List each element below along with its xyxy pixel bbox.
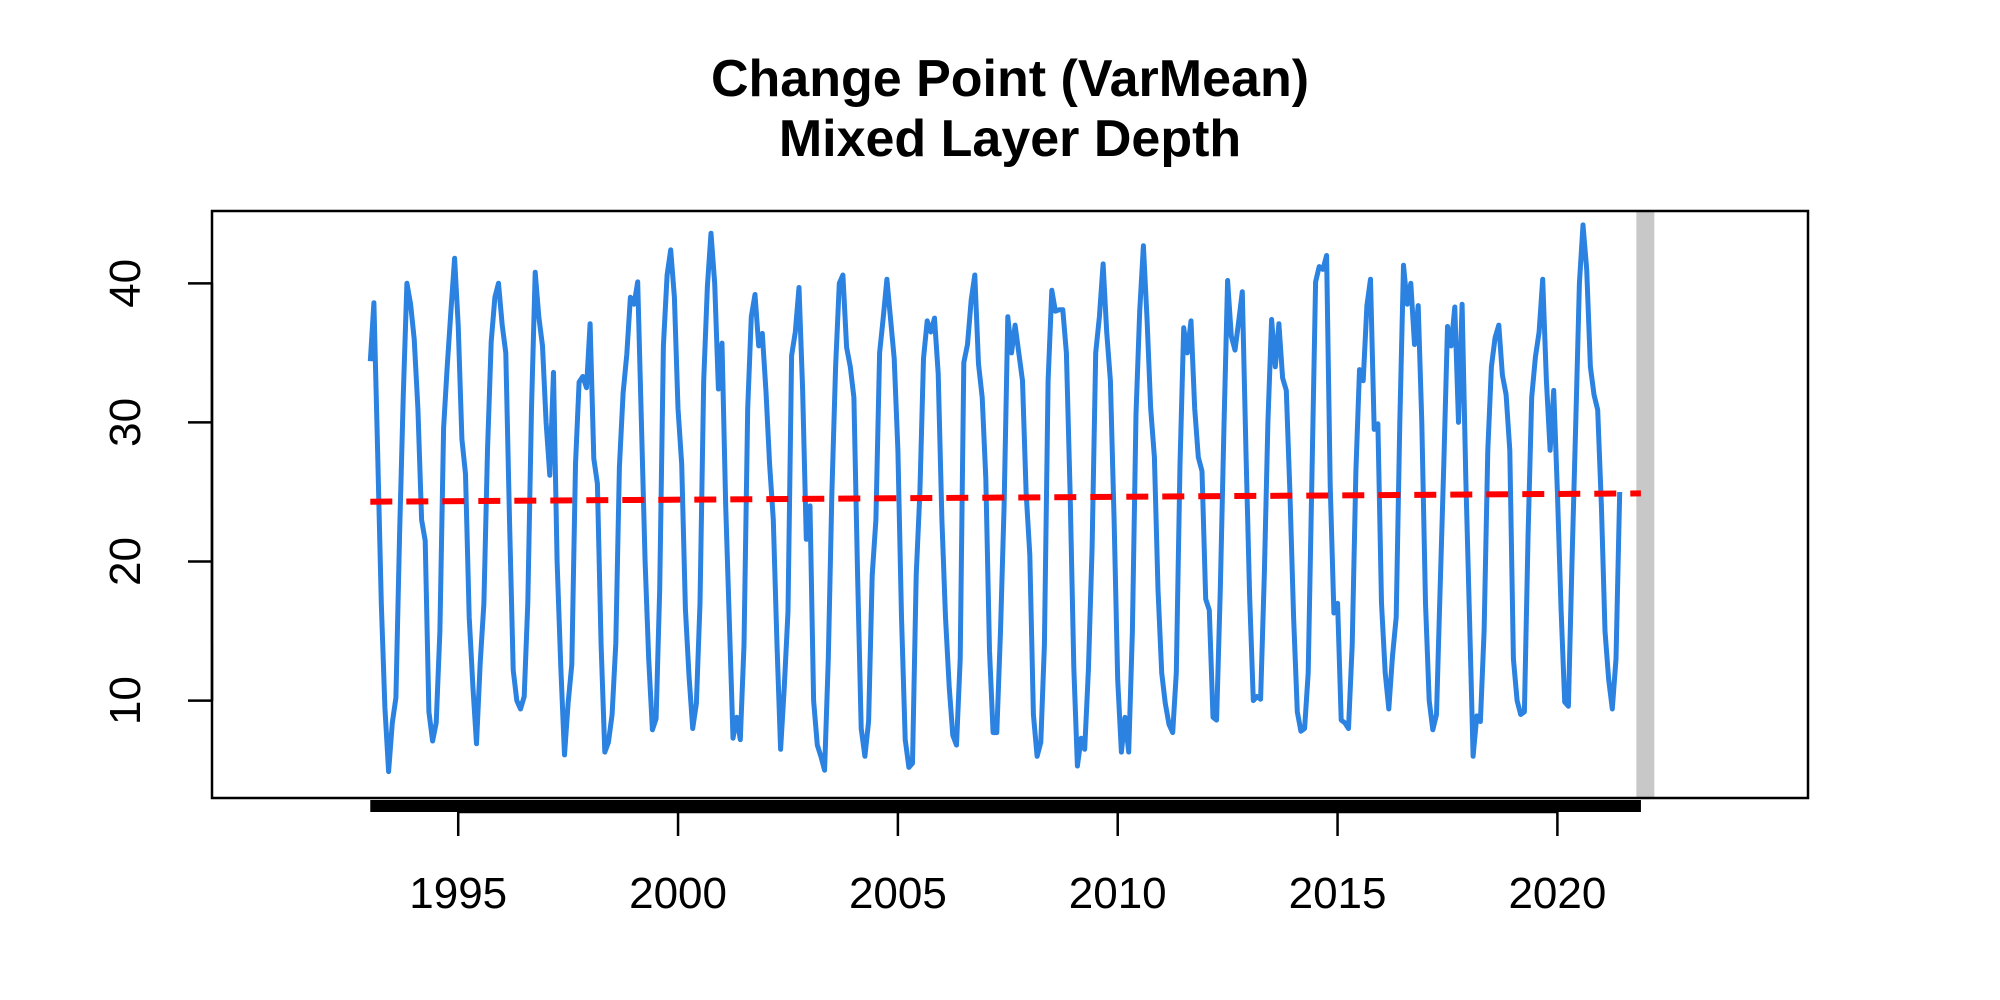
- rug-marks: [370, 800, 1641, 812]
- chart-subtitle: Mixed Layer Depth: [779, 110, 1241, 168]
- x-tick-label: 2000: [629, 869, 727, 918]
- y-tick-label: 10: [101, 676, 150, 725]
- chart-title: Change Point (VarMean): [711, 50, 1309, 108]
- change-point-band: [1636, 211, 1655, 798]
- y-axis: 10 20 30 40: [101, 259, 214, 725]
- x-tick-label: 2015: [1289, 869, 1387, 918]
- x-tick-label: 2020: [1508, 869, 1606, 918]
- x-tick-label: 2005: [849, 869, 947, 918]
- depth-series-line: [367, 222, 1623, 775]
- x-tick-label: 2010: [1069, 869, 1167, 918]
- plot-area: [367, 211, 1655, 812]
- y-tick-label: 20: [101, 537, 150, 586]
- y-tick-label: 40: [101, 259, 150, 308]
- y-tick-label: 30: [101, 398, 150, 447]
- x-axis: 1995 2000 2005 2010 2015 2020: [409, 810, 1606, 918]
- mean-line: [370, 490, 1641, 505]
- x-tick-label: 1995: [409, 869, 507, 918]
